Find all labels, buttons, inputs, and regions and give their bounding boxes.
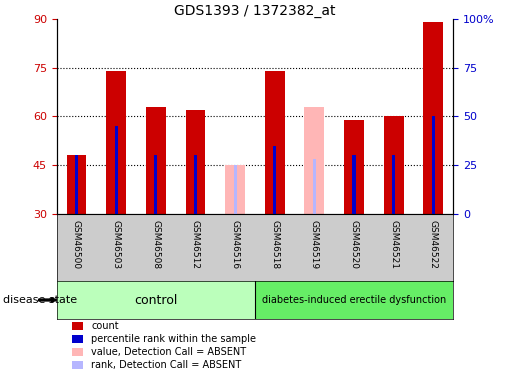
Bar bbox=[344, 120, 364, 214]
Bar bbox=[384, 116, 404, 214]
Text: GSM46500: GSM46500 bbox=[72, 220, 81, 270]
Bar bbox=[75, 155, 78, 214]
Text: GSM46512: GSM46512 bbox=[191, 220, 200, 270]
Text: GSM46520: GSM46520 bbox=[350, 220, 358, 270]
Title: GDS1393 / 1372382_at: GDS1393 / 1372382_at bbox=[174, 4, 336, 18]
Text: GSM46518: GSM46518 bbox=[270, 220, 279, 270]
Bar bbox=[313, 159, 316, 214]
Bar bbox=[225, 165, 245, 214]
Text: disease state: disease state bbox=[3, 295, 77, 305]
Bar bbox=[57, 281, 255, 319]
Text: GSM46522: GSM46522 bbox=[429, 220, 438, 269]
Bar bbox=[233, 165, 237, 214]
Bar bbox=[185, 110, 205, 214]
Text: GSM46508: GSM46508 bbox=[151, 220, 160, 270]
Text: GSM46521: GSM46521 bbox=[389, 220, 398, 270]
Bar bbox=[114, 126, 118, 214]
Bar bbox=[265, 71, 285, 214]
Bar bbox=[146, 106, 166, 214]
Text: control: control bbox=[134, 294, 178, 306]
Bar bbox=[432, 116, 435, 214]
Bar bbox=[154, 155, 158, 214]
Bar bbox=[255, 281, 453, 319]
Bar bbox=[106, 71, 126, 214]
Text: diabetes-induced erectile dysfunction: diabetes-induced erectile dysfunction bbox=[262, 295, 446, 305]
Text: GSM46516: GSM46516 bbox=[231, 220, 239, 270]
Bar bbox=[273, 146, 277, 214]
Bar bbox=[304, 106, 324, 214]
Legend: count, percentile rank within the sample, value, Detection Call = ABSENT, rank, : count, percentile rank within the sample… bbox=[72, 321, 256, 370]
Text: GSM46503: GSM46503 bbox=[112, 220, 121, 270]
Bar bbox=[194, 155, 197, 214]
Bar bbox=[66, 155, 87, 214]
Bar bbox=[392, 155, 396, 214]
Text: GSM46519: GSM46519 bbox=[310, 220, 319, 270]
Bar bbox=[423, 22, 443, 214]
Bar bbox=[352, 155, 356, 214]
